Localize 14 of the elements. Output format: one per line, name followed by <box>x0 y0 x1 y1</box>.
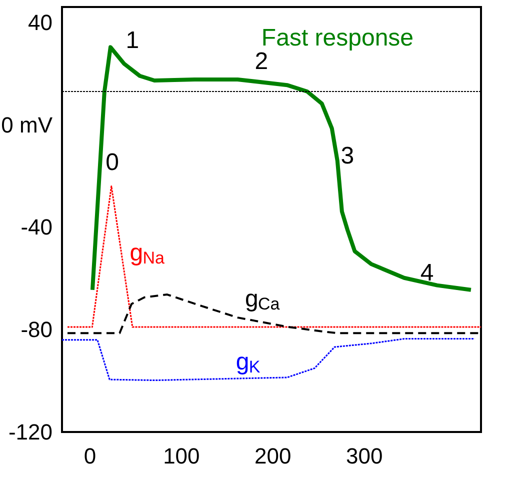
x-tick-label: 100 <box>163 444 200 468</box>
x-tick-label: 300 <box>346 444 383 468</box>
y-tick-label: 40 <box>28 10 52 35</box>
y-tick-label: -80 <box>20 317 52 342</box>
y-tick-label: -120 <box>8 420 52 444</box>
y-tick-label: -40 <box>20 214 52 240</box>
line-series <box>61 338 476 382</box>
y-tick-label: 0 mV <box>1 112 53 138</box>
annotation: 1 <box>126 26 140 54</box>
x-tick-label: 0 <box>84 444 96 468</box>
annotation: 4 <box>420 259 434 286</box>
annotation: 3 <box>340 142 354 170</box>
annotation: 0 <box>106 149 119 176</box>
x-tick-label: 200 <box>254 444 292 468</box>
